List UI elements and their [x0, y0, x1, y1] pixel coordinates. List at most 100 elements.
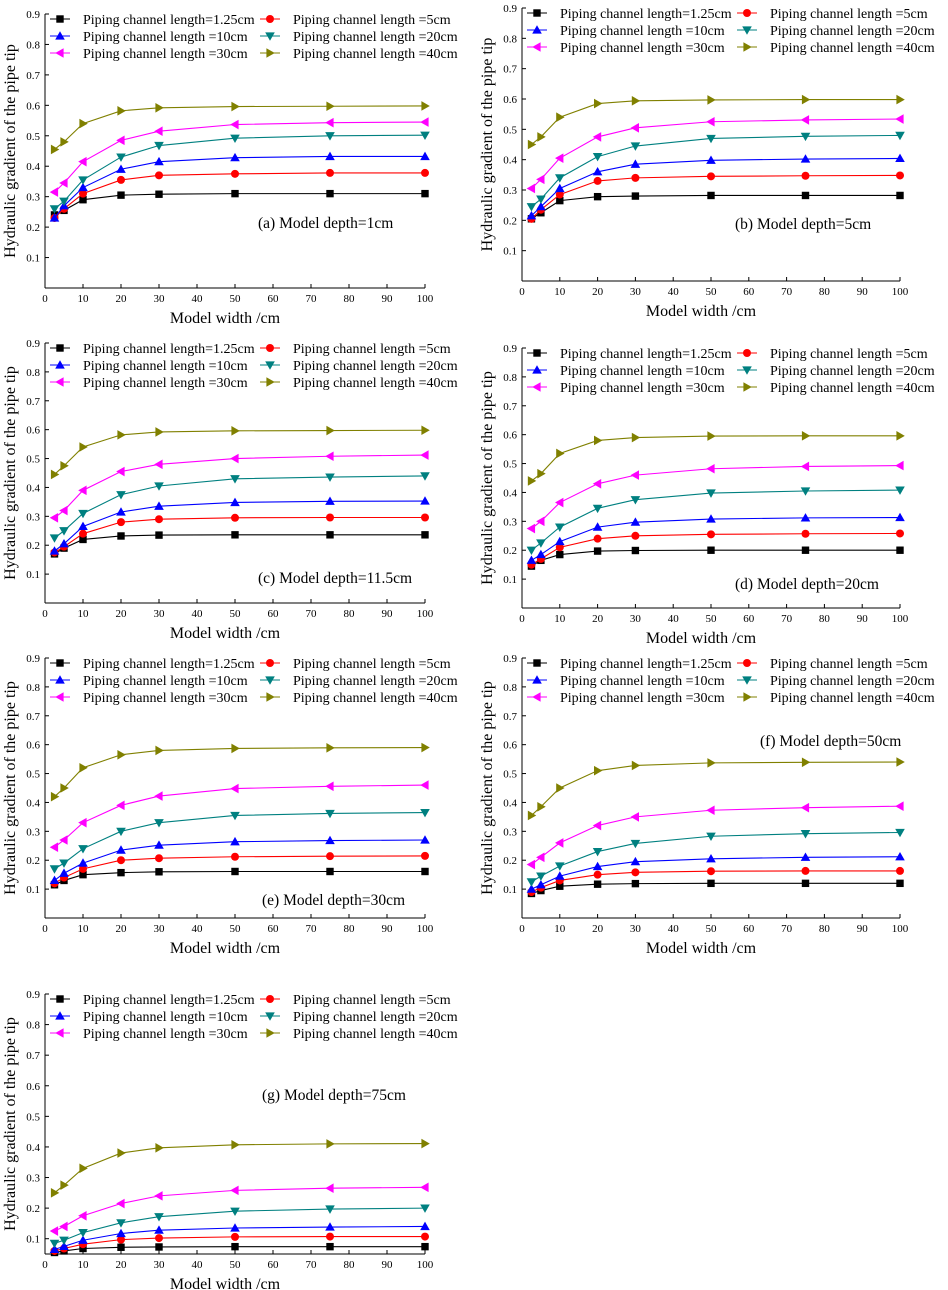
legend-label: Piping channel length =10cm: [83, 30, 248, 45]
x-tick-label: 50: [230, 1259, 242, 1271]
data-point: [631, 879, 640, 888]
data-point: [707, 546, 715, 554]
x-tick-label: 80: [819, 286, 831, 298]
data-point: [155, 745, 164, 756]
series-line: [54, 784, 426, 848]
data-point: [801, 866, 810, 875]
x-tick-label: 30: [154, 1259, 166, 1271]
data-point: [555, 183, 565, 193]
series-line: [54, 839, 426, 881]
data-point: [117, 1148, 126, 1158]
data-point: [630, 517, 641, 526]
data-point: [536, 879, 546, 889]
data-point: [117, 856, 125, 865]
data-point: [231, 101, 240, 112]
series-5: [49, 450, 429, 523]
data-point: [630, 812, 639, 822]
data-point: [592, 522, 603, 531]
y-tick-label: 0.1: [26, 253, 40, 265]
y-tick-label: 0.2: [26, 1203, 40, 1215]
data-point: [421, 1138, 430, 1149]
data-point: [800, 802, 810, 813]
y-tick-label: 0.6: [26, 100, 40, 112]
data-point: [421, 101, 430, 111]
data-point: [895, 114, 904, 124]
data-point: [116, 164, 126, 173]
data-point: [155, 1143, 164, 1153]
series-line: [54, 1236, 425, 1252]
x-tick-label: 90: [382, 1259, 394, 1271]
data-point: [155, 531, 163, 539]
data-point: [59, 1221, 68, 1232]
series-line: [54, 855, 426, 884]
y-tick-label: 0.4: [503, 155, 517, 167]
x-tick-label: 20: [116, 293, 128, 305]
data-point: [526, 878, 537, 887]
series-line: [54, 1207, 426, 1244]
data-point: [895, 131, 905, 141]
data-point: [421, 742, 430, 753]
data-point: [325, 117, 334, 128]
series-2: [527, 529, 904, 569]
data-point: [231, 867, 239, 876]
y-tick-label: 0.6: [503, 94, 517, 106]
legend-label: Piping channel length =10cm: [83, 359, 248, 374]
data-point: [326, 743, 335, 753]
series-line: [54, 454, 426, 519]
data-point: [593, 192, 602, 201]
series-3: [49, 1221, 430, 1254]
x-tick-label: 10: [78, 608, 90, 620]
data-point: [421, 867, 429, 876]
data-point: [230, 453, 239, 464]
y-tick-label: 0.8: [503, 682, 517, 694]
data-point: [896, 431, 905, 441]
data-point: [79, 442, 88, 452]
data-point: [536, 516, 545, 527]
data-point: [896, 546, 904, 554]
data-point: [421, 851, 429, 860]
x-tick-label: 60: [268, 608, 280, 620]
legend-label: Piping channel length =40cm: [293, 376, 458, 391]
data-point: [59, 1241, 69, 1250]
data-point: [116, 800, 125, 811]
series-3: [49, 496, 430, 555]
x-tick-label: 20: [116, 1259, 128, 1271]
x-tick-label: 80: [344, 923, 356, 935]
legend-label: Piping channel length=1.25cm: [83, 657, 255, 672]
y-axis-title: Hydraulic gradient of the pipe tip: [2, 366, 19, 580]
legend-marker: [532, 675, 542, 684]
data-point: [800, 115, 810, 125]
series-line: [54, 870, 425, 886]
legend: Piping channel length=1.25cm Piping chann…: [50, 993, 458, 1042]
x-tick-label: 20: [116, 608, 128, 620]
data-point: [154, 459, 163, 470]
series-2: [50, 851, 429, 888]
series-5: [49, 780, 429, 853]
y-tick-label: 0.5: [26, 769, 40, 781]
y-tick-label: 0.9: [503, 653, 517, 665]
data-point: [631, 546, 640, 555]
data-point: [707, 867, 715, 876]
legend-marker: [266, 692, 275, 702]
data-point: [79, 535, 87, 544]
data-point: [536, 539, 546, 548]
data-point: [231, 1140, 240, 1150]
data-point: [420, 151, 430, 161]
x-tick-label: 90: [382, 923, 394, 935]
data-point: [79, 762, 88, 773]
data-point: [60, 783, 69, 793]
series-line: [54, 105, 426, 150]
data-point: [155, 171, 163, 180]
legend-label: Piping channel length =30cm: [560, 691, 725, 706]
series-line: [54, 1143, 426, 1194]
y-tick-label: 0.1: [503, 574, 517, 586]
data-point: [630, 856, 641, 866]
x-tick-label: 70: [781, 613, 793, 625]
x-tick-label: 0: [42, 923, 48, 935]
data-point: [895, 512, 905, 522]
data-point: [230, 497, 240, 507]
data-point: [706, 489, 716, 498]
data-point: [420, 472, 430, 481]
series-line: [54, 193, 425, 216]
x-tick-label: 80: [819, 923, 831, 935]
